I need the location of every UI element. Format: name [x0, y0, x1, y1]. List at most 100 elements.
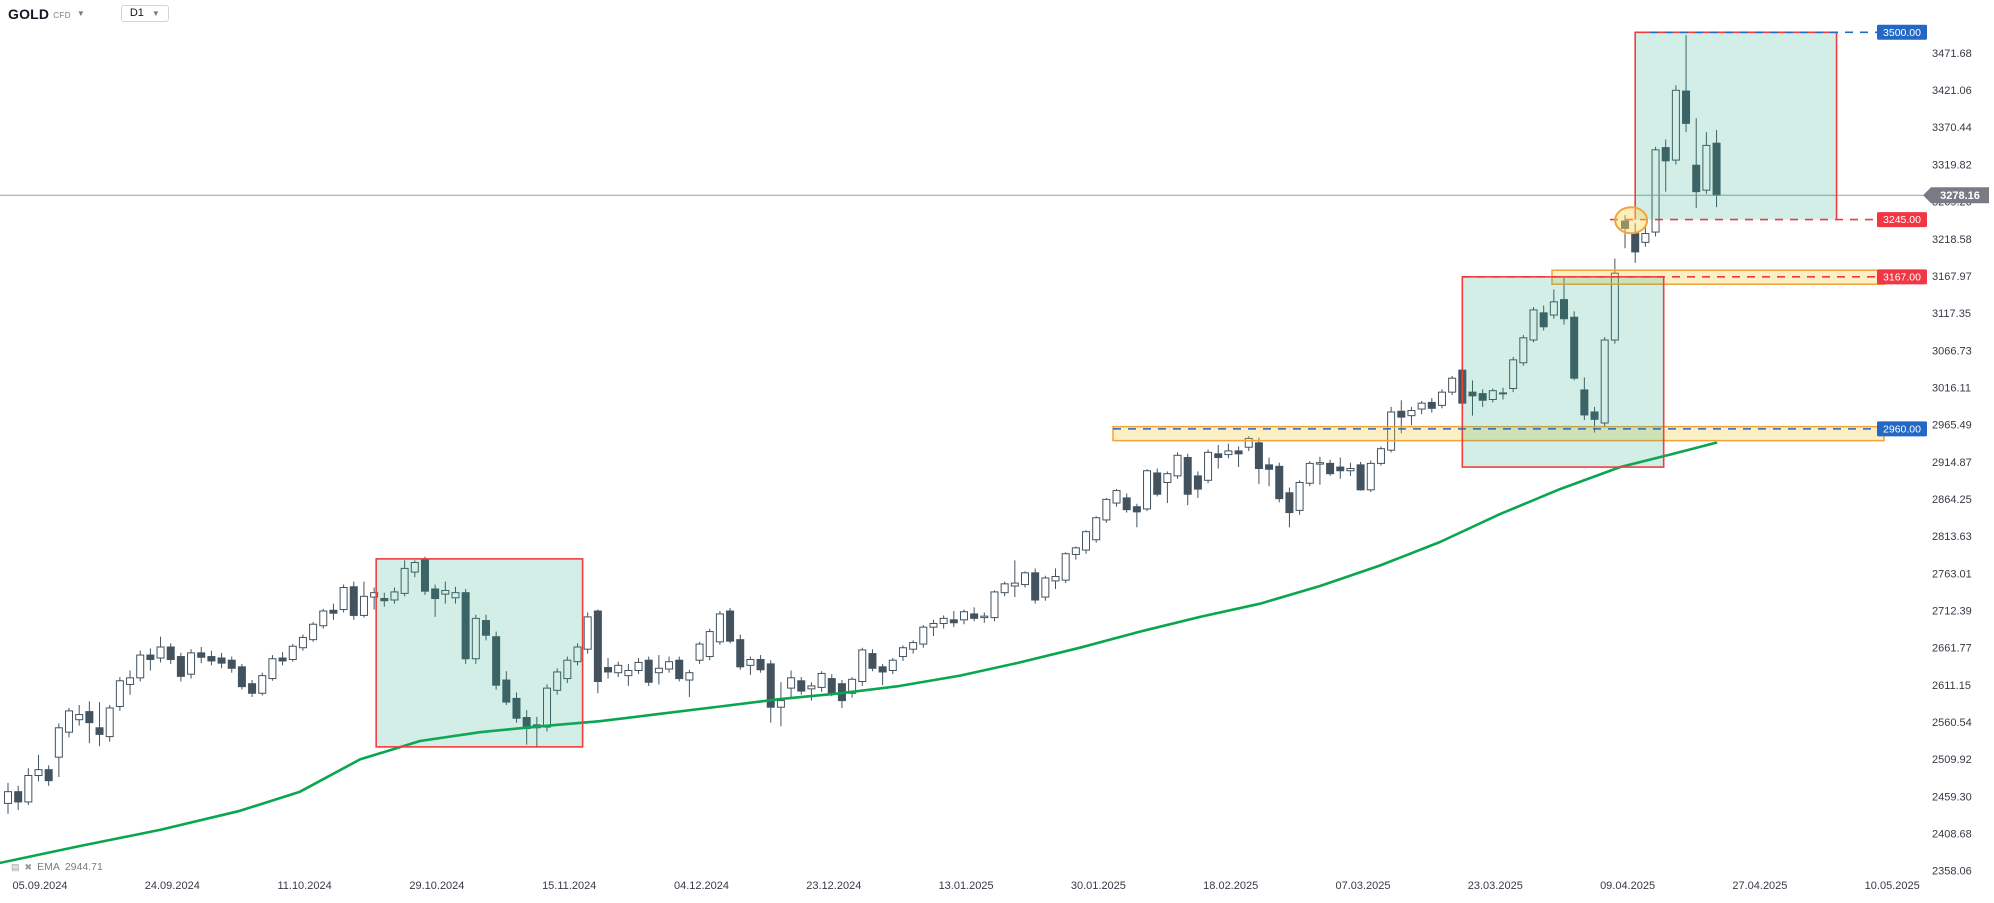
instrument-type-label: CFD [53, 10, 71, 20]
candle-body-up [909, 642, 918, 650]
symbol-name[interactable]: GOLD [8, 5, 50, 22]
candle [197, 646, 206, 664]
indicator-source-icon[interactable]: ▤ [11, 861, 20, 872]
candle-body-up [1549, 301, 1558, 316]
candle-body-up [1000, 583, 1009, 594]
current-price-tag-text: 3278.16 [1940, 190, 1980, 202]
candle [471, 614, 480, 664]
candle-body-down [1285, 492, 1294, 514]
time-axis-label: 30.01.2025 [1071, 880, 1126, 892]
candle [75, 705, 84, 726]
candle [1285, 487, 1294, 528]
time-axis[interactable]: 05.09.2024 24.09.2024 11.10.2024 29.10.2024… [12, 880, 1919, 892]
candle-body-up [1082, 531, 1091, 551]
candle-body-down [1234, 450, 1243, 455]
candle-body-down [1397, 410, 1406, 418]
candle-body-up [1346, 468, 1355, 472]
candle [105, 705, 114, 742]
price-level-tag[interactable]: 2960.00 [1877, 421, 1927, 437]
candle [563, 656, 572, 683]
candle [787, 670, 796, 698]
candle [85, 701, 94, 744]
candle-body-down [1478, 393, 1487, 401]
candle-body-up [410, 562, 419, 573]
candle-body-up [1102, 498, 1111, 521]
candle [65, 707, 74, 738]
candle-body-up [553, 671, 562, 691]
candle-body-up [309, 623, 318, 641]
candle-body-down [675, 659, 684, 680]
price-axis-label: 2813.63 [1932, 531, 1972, 543]
candle [1315, 456, 1324, 485]
candle-body-down [766, 663, 775, 708]
candle [24, 768, 33, 805]
candle-body-up [187, 652, 196, 675]
zone-rectangle[interactable] [375, 558, 584, 748]
candle [1112, 489, 1121, 507]
candle [1529, 306, 1538, 343]
candle [1010, 560, 1019, 598]
candle [1265, 457, 1274, 487]
candle-body-down [512, 697, 521, 719]
candle-body-down [146, 654, 155, 660]
candle [654, 655, 663, 685]
candle-body-down [166, 646, 175, 660]
candle [736, 634, 745, 670]
price-level-tag-bg [1877, 269, 1927, 285]
candle [766, 660, 775, 723]
candle [665, 656, 674, 673]
candle-body-up [583, 616, 592, 650]
price-level-tag[interactable]: 3167.00 [1877, 269, 1927, 285]
price-axis-label: 3167.97 [1932, 271, 1972, 283]
candle [227, 656, 236, 673]
candle-body-down [756, 658, 765, 671]
candle [187, 649, 196, 679]
candle [1295, 480, 1304, 515]
candle-body-down [1356, 464, 1365, 491]
price-level-tag[interactable]: 3245.00 [1877, 212, 1927, 228]
price-axis-label: 2509.92 [1932, 754, 1972, 766]
ellipse-annotation[interactable] [1614, 206, 1649, 235]
candle [848, 677, 857, 698]
candle [431, 584, 440, 617]
symbol-dropdown-caret-icon[interactable]: ▼ [76, 9, 85, 18]
price-axis-label: 2712.39 [1932, 605, 1972, 617]
candle [980, 612, 989, 623]
zone-rectangle[interactable] [1634, 31, 1838, 220]
candle-body-down [197, 652, 206, 658]
ema-line[interactable] [0, 441, 1718, 865]
candle [817, 671, 826, 692]
candle [95, 702, 104, 747]
candle-body-up [1061, 553, 1070, 581]
price-axis-label: 2408.68 [1932, 828, 1972, 840]
candle [1214, 445, 1223, 469]
candle [1254, 437, 1263, 484]
candle [390, 587, 399, 604]
candle-body-down [593, 610, 602, 683]
time-axis-label: 04.12.2024 [674, 880, 729, 892]
price-axis-label: 3319.82 [1932, 159, 1972, 171]
candle-body-down [1427, 401, 1436, 409]
timeframe-selector[interactable]: D1 ▼ [120, 5, 169, 22]
candle-body-down [1265, 464, 1274, 470]
candle [1021, 571, 1029, 588]
candle-body-down [1214, 453, 1223, 459]
candle [207, 650, 216, 666]
candle-body-up [441, 589, 450, 595]
indicator-label: EMA [37, 861, 60, 873]
zone-rectangle[interactable] [1461, 276, 1665, 468]
candle-body-up [75, 714, 84, 721]
candle [1356, 461, 1365, 491]
chart-header: GOLD CFD ▼ D1 ▼ [8, 5, 169, 22]
candle-body-down [1031, 572, 1040, 601]
price-axis[interactable]: 3471.683421.063370.443319.823269.203218.… [1932, 48, 1972, 878]
indicator-remove-icon[interactable]: ✖ [24, 861, 33, 872]
candle [1519, 334, 1528, 366]
candle [593, 609, 602, 694]
candle [339, 584, 348, 613]
time-axis-label: 27.04.2025 [1732, 880, 1787, 892]
candle [451, 586, 460, 604]
price-level-tag[interactable]: 3500.00 [1877, 24, 1927, 40]
candle-body-up [990, 591, 999, 619]
